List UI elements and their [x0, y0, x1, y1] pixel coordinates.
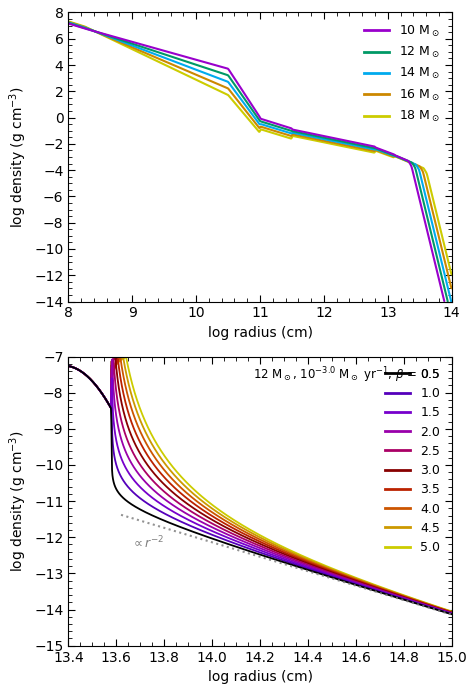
Y-axis label: log density (g cm$^{-3}$): log density (g cm$^{-3}$) [7, 430, 28, 572]
Y-axis label: log density (g cm$^{-3}$): log density (g cm$^{-3}$) [7, 86, 28, 228]
X-axis label: log radius (cm): log radius (cm) [208, 670, 312, 684]
Text: 12 M$_\odot$, 10$^{-3.0}$ M$_\odot$ yr$^{-1}$, $\beta$ = 0.5: 12 M$_\odot$, 10$^{-3.0}$ M$_\odot$ yr$^… [254, 366, 440, 385]
Legend: 10 M$_\odot$, 12 M$_\odot$, 14 M$_\odot$, 16 M$_\odot$, 18 M$_\odot$: 10 M$_\odot$, 12 M$_\odot$, 14 M$_\odot$… [359, 19, 446, 129]
X-axis label: log radius (cm): log radius (cm) [208, 326, 312, 340]
Legend: 0.5, 1.0, 1.5, 2.0, 2.5, 3.0, 3.5, 4.0, 4.5, 5.0: 0.5, 1.0, 1.5, 2.0, 2.5, 3.0, 3.5, 4.0, … [381, 363, 446, 559]
Text: $\propto r^{-2}$: $\propto r^{-2}$ [131, 534, 164, 551]
